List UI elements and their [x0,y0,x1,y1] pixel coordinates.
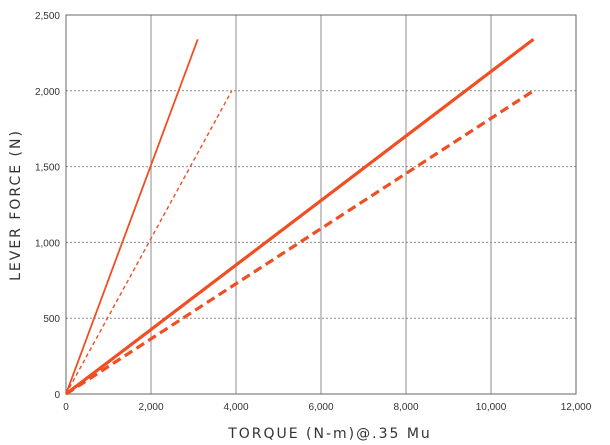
plot-frame [65,14,577,395]
x-tick-label: 0 [63,402,69,413]
y-tick-label: 1,000 [35,238,60,249]
y-tick-label: 1,500 [35,163,60,174]
x-tick-label: 8,000 [393,402,418,413]
x-tick-label: 12,000 [561,402,592,413]
y-tick-label: 500 [43,314,60,325]
y-tick-label: 2,000 [35,87,60,98]
x-tick-label: 10,000 [476,402,507,413]
series-line-dashed-thin [65,90,233,395]
x-tick-label: 6,000 [308,402,333,413]
series-line-solid-thin [65,38,199,395]
series-line-dashed-thick [65,89,535,396]
series-lines [65,37,535,396]
tick-labels: 0 2,000 4,000 6,000 8,000 10,000 12,000 0 500 1,0… [35,11,592,413]
x-tick-label: 2,000 [138,402,163,413]
y-tick-label: 0 [54,390,60,401]
series-line-solid-thick [65,37,535,396]
y-axis-title: LEVER FORCE (N) [8,129,24,281]
x-axis-title: TORQUE (N-m)@.35 Mu [227,426,432,442]
x-tick-label: 4,000 [223,402,248,413]
y-tick-label: 2,500 [35,11,60,22]
